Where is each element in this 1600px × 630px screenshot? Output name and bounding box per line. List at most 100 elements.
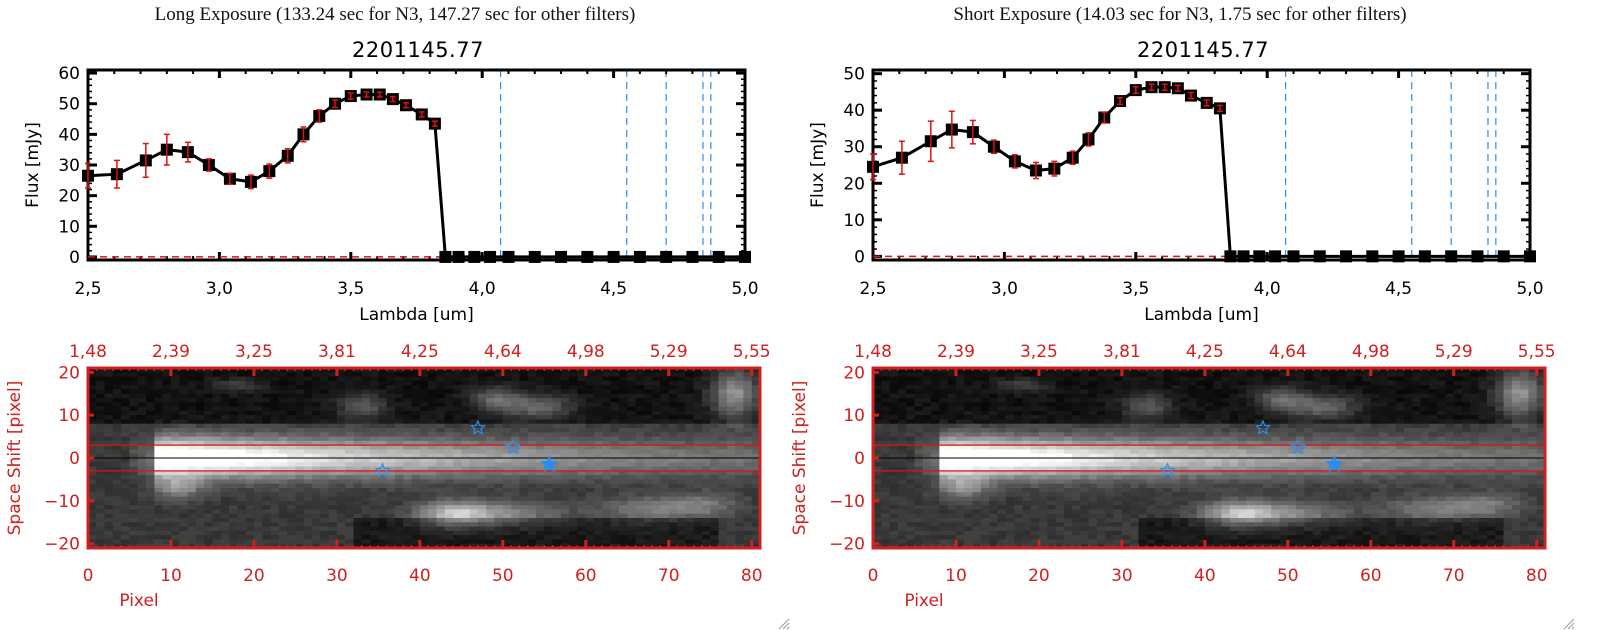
image-pixel <box>1520 393 1530 399</box>
image-pixel <box>328 376 338 382</box>
image-pixel <box>494 410 504 416</box>
image-pixel <box>195 389 205 395</box>
image-pixel <box>270 526 280 532</box>
image-pixel <box>1370 406 1380 412</box>
image-pixel <box>1047 402 1057 408</box>
image-pixel <box>212 423 222 429</box>
image-pixel <box>627 505 637 511</box>
image-pixel <box>511 423 521 429</box>
y-tick-label: 30 <box>58 156 80 176</box>
image-pixel <box>1105 398 1115 403</box>
image-pixel <box>1412 389 1422 395</box>
image-pixel <box>1038 380 1048 386</box>
image-pixel <box>403 539 413 545</box>
image-pixel <box>560 432 570 438</box>
image-pixel <box>229 406 238 412</box>
image-pixel <box>997 372 1007 378</box>
image-pixel <box>170 458 180 463</box>
image-pixel <box>361 505 371 511</box>
image-pixel <box>328 530 338 536</box>
image-pixel <box>710 372 720 378</box>
image-pixel <box>453 543 462 549</box>
image-pixel <box>552 393 562 399</box>
image-pixel <box>453 449 462 455</box>
image-pixel <box>652 458 662 463</box>
image-pixel <box>303 509 313 515</box>
image-pixel <box>370 449 379 455</box>
image-pixel <box>618 398 628 403</box>
image-pixel <box>685 393 695 399</box>
image-pixel <box>1130 402 1140 408</box>
image-pixel <box>154 543 164 549</box>
image-pixel <box>212 398 222 403</box>
image-pixel <box>980 385 990 391</box>
resize-grip-icon[interactable] <box>776 616 790 630</box>
image-pixel <box>1528 402 1538 408</box>
image-pixel <box>1370 389 1380 395</box>
image-pixel <box>220 436 230 442</box>
image-pixel <box>594 505 603 511</box>
image-pixel <box>477 393 487 399</box>
image-pixel <box>519 410 529 416</box>
image-pixel <box>187 470 197 476</box>
image-pixel <box>610 436 620 442</box>
image-pixel <box>461 415 471 421</box>
image-pixel <box>353 368 363 373</box>
image-pixel <box>303 526 313 532</box>
image-pixel <box>627 543 637 549</box>
image-pixel <box>1254 393 1264 399</box>
image-pixel <box>585 535 595 541</box>
top-x-tick-label: 5,55 <box>733 342 771 362</box>
image-pixel <box>627 445 637 451</box>
image-pixel <box>353 505 363 511</box>
image-pixel <box>1287 406 1297 412</box>
image-pixel <box>701 368 711 373</box>
image-pixel <box>353 539 363 545</box>
image-pixel <box>146 393 155 399</box>
image-pixel <box>906 393 916 399</box>
image-pixel <box>585 368 595 373</box>
image-pixels <box>88 368 761 549</box>
image-pixel <box>947 410 957 416</box>
spectral-image-plot: 01,48102,39203,25303,81404,25504,64604,9… <box>790 342 1556 611</box>
image-pixel <box>270 410 280 416</box>
image-pixel <box>701 475 711 481</box>
image-pixel <box>170 535 180 541</box>
image-pixel <box>394 385 404 391</box>
image-pixel <box>270 466 280 472</box>
image-pixel <box>652 539 662 545</box>
image-pixel <box>245 380 255 386</box>
image-pixel <box>610 419 620 425</box>
image-pixel <box>511 458 521 463</box>
image-pixel <box>212 428 222 433</box>
image-pixel <box>444 406 454 412</box>
image-pixel <box>195 539 205 545</box>
image-pixel <box>635 543 645 549</box>
image-pixel <box>187 522 197 528</box>
image-pixel <box>1014 385 1023 391</box>
image-pixel <box>652 479 662 485</box>
image-pixel <box>353 385 363 391</box>
image-pixel <box>477 513 487 519</box>
image-pixel <box>461 466 471 472</box>
image-pixel <box>726 428 736 433</box>
image-pixel <box>469 522 479 528</box>
image-pixel <box>577 385 587 391</box>
image-pixel <box>403 436 413 442</box>
image-pixel <box>461 428 471 433</box>
image-pixel <box>179 440 189 446</box>
image-pixel <box>743 522 753 528</box>
image-pixel <box>668 410 678 416</box>
image-pixel <box>939 368 949 373</box>
image-pixel <box>1304 372 1314 378</box>
image-pixel <box>162 385 172 391</box>
image-pixel <box>253 488 263 493</box>
image-pixel <box>519 368 529 373</box>
image-pixel <box>594 453 603 459</box>
image-pixel <box>486 535 496 541</box>
image-pixel <box>735 423 745 429</box>
image-pixel <box>511 380 521 386</box>
image-pixel <box>262 419 272 425</box>
image-pixel <box>964 402 974 408</box>
image-pixel <box>710 535 720 541</box>
